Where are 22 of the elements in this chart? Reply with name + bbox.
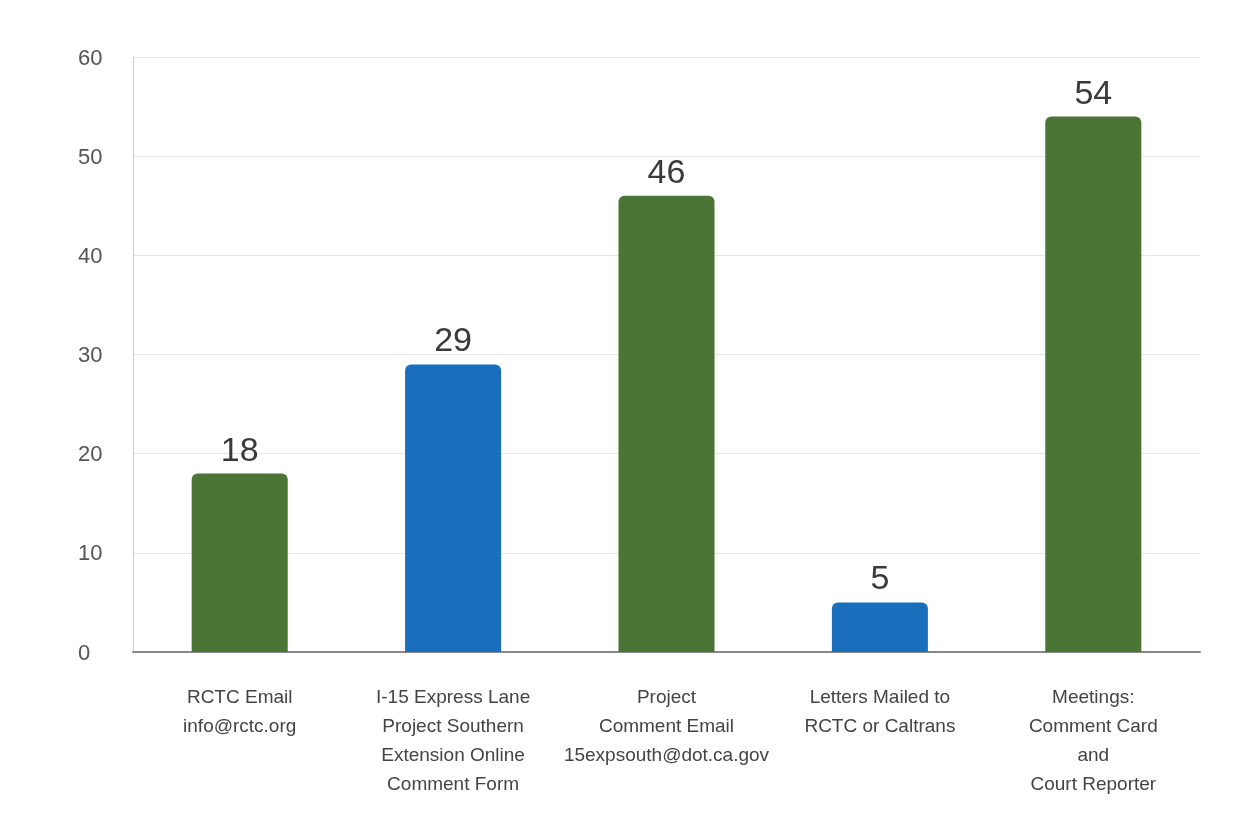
x-tick-label: Letters Mailed to RCTC or Caltrans <box>804 686 956 736</box>
data-label: 18 <box>220 429 259 468</box>
bar <box>191 473 288 652</box>
bar <box>1045 116 1142 652</box>
y-tick-label: 0 <box>78 639 91 665</box>
y-tick-label: 50 <box>78 143 103 169</box>
bar <box>831 602 928 652</box>
bar <box>405 364 502 652</box>
y-tick-label: 20 <box>78 441 103 467</box>
data-label: 54 <box>1074 72 1113 111</box>
y-tick-label: 30 <box>78 342 103 367</box>
y-tick-label: 60 <box>78 44 103 70</box>
bar <box>618 195 715 652</box>
y-tick-label: 40 <box>78 242 103 268</box>
y-tick-label: 10 <box>78 540 103 566</box>
data-label: 29 <box>434 320 473 359</box>
data-label: 46 <box>647 151 686 190</box>
data-label: 5 <box>870 558 890 597</box>
x-tick-label: Project Comment Email 15expsouth@dot.ca.gov <box>563 686 770 765</box>
x-tick-label: RCTC Email info@rctc.org <box>183 686 297 736</box>
x-tick-label: Meetings: Comment Card and Court Reporter <box>1028 686 1158 794</box>
x-tick-label: I-15 Express Lane Project Southern Extension Online Comment Form <box>376 686 531 794</box>
